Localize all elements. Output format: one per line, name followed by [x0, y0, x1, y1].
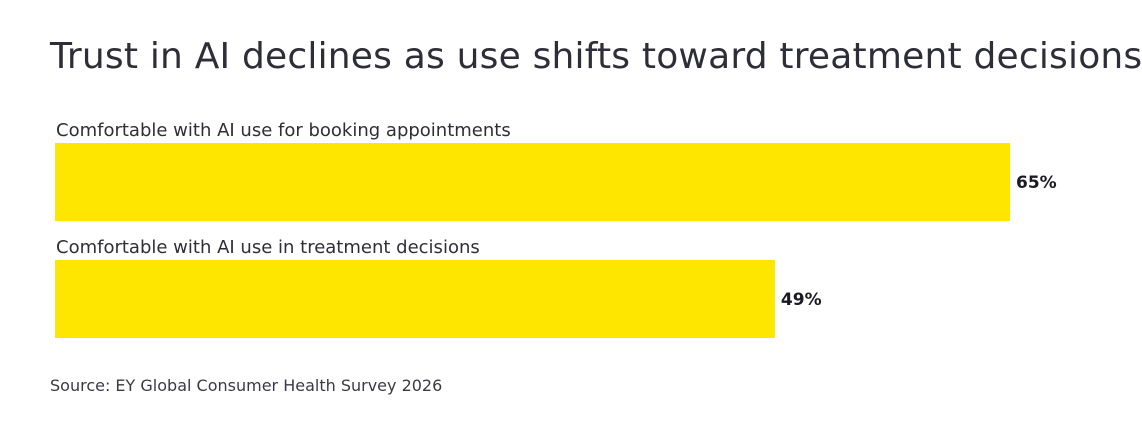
bar-value-label: 49% [781, 290, 822, 310]
bar-category-label: Comfortable with AI use for booking appo… [56, 120, 511, 141]
bar-value-label: 65% [1016, 173, 1057, 193]
chart-title: Trust in AI declines as use shifts towar… [50, 36, 1142, 77]
source-note: Source: EY Global Consumer Health Survey… [50, 376, 443, 395]
bars-layer: Comfortable with AI use for booking appo… [55, 120, 1057, 338]
bar-category-label: Comfortable with AI use in treatment dec… [56, 237, 480, 258]
bar [55, 143, 1010, 221]
bar [55, 260, 775, 338]
